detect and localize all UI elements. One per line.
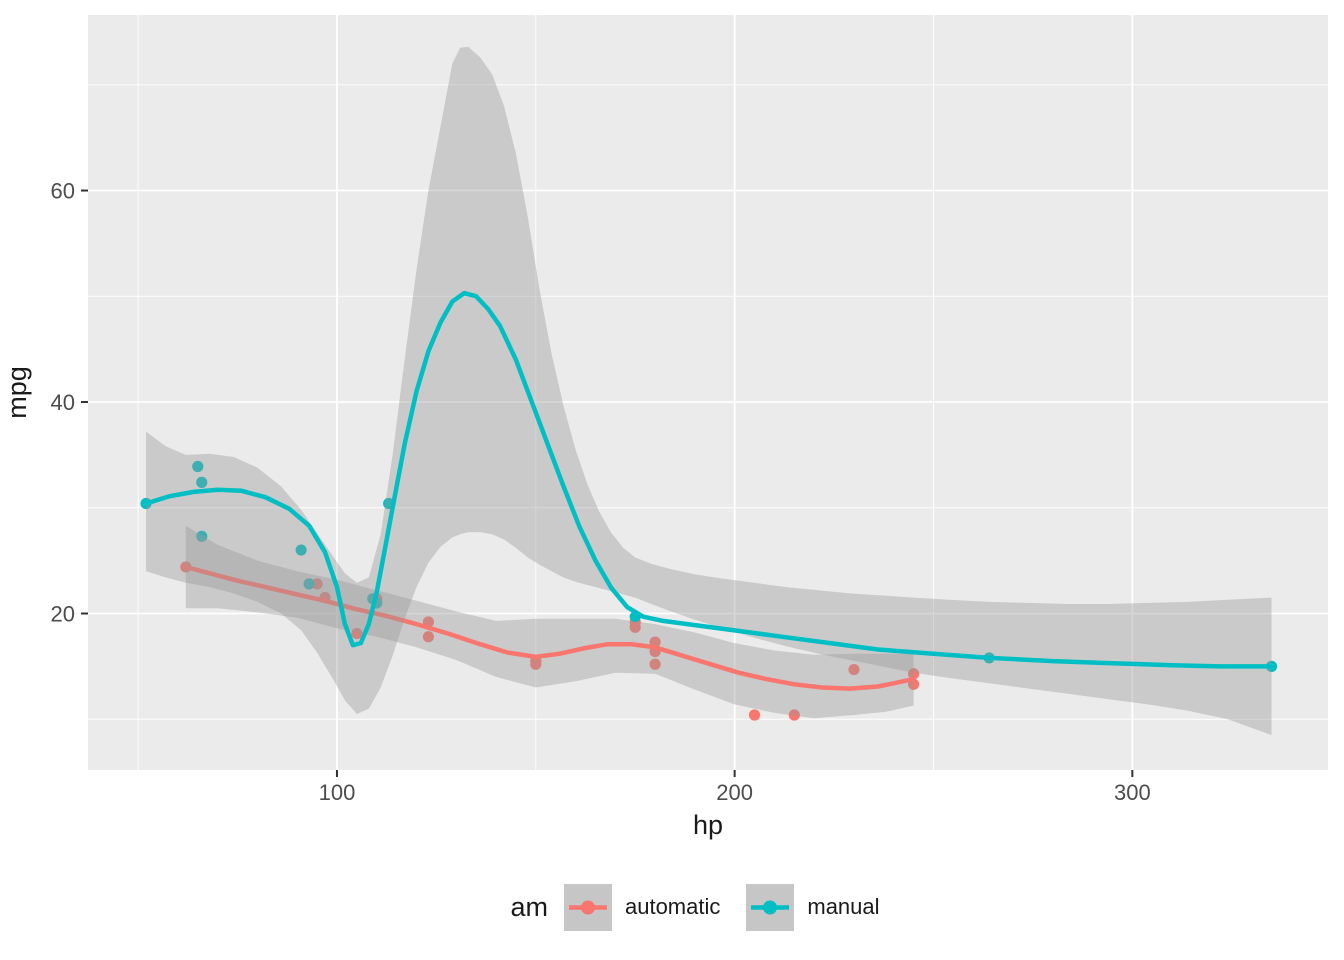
- x-tick-label: 300: [1114, 780, 1151, 805]
- y-tick-label: 20: [51, 602, 75, 627]
- data-point-manual: [192, 460, 204, 473]
- smooth-line-automatic: [183, 564, 916, 691]
- legend-label-manual: manual: [807, 894, 880, 919]
- data-point-automatic: [788, 709, 800, 721]
- y-axis-title: mpg: [2, 366, 32, 419]
- data-point-automatic: [311, 578, 323, 590]
- data-point-automatic: [848, 663, 860, 676]
- smooth-line-glyph-icon: [751, 900, 790, 914]
- confidence-ribbon-manual: [146, 46, 1272, 736]
- x-tick-label: 100: [319, 780, 356, 805]
- smooth-line-glyph-icon: [568, 900, 607, 914]
- data-point-automatic: [422, 631, 435, 643]
- x-tick-label: 200: [716, 780, 753, 805]
- data-point-manual: [196, 530, 208, 542]
- data-point-automatic: [908, 668, 920, 680]
- legend: am automatic manual: [88, 880, 1328, 934]
- data-point-manual: [303, 578, 315, 590]
- data-point-automatic: [649, 658, 661, 670]
- y-tick-label: 40: [51, 390, 75, 415]
- data-point-manual: [196, 476, 208, 488]
- data-point-manual: [295, 544, 307, 556]
- legend-key-manual: [746, 883, 795, 931]
- legend-title: am: [510, 891, 548, 922]
- y-tick-label: 60: [51, 179, 75, 204]
- plot-panel: [88, 15, 1328, 770]
- legend-key-automatic: [563, 883, 612, 931]
- data-point-automatic: [748, 709, 761, 721]
- legend-label-automatic: automatic: [624, 894, 721, 919]
- data-point-automatic: [351, 627, 363, 640]
- smooth-line-manual: [143, 290, 1274, 669]
- data-point-automatic: [530, 658, 542, 670]
- x-axis-title: hp: [692, 810, 724, 840]
